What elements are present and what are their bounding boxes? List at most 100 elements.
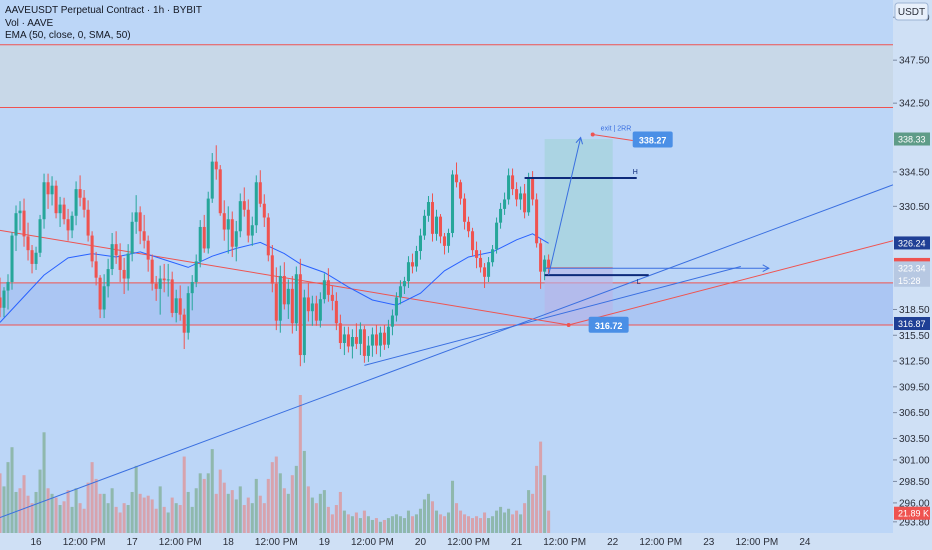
volume-bar	[98, 493, 102, 533]
volume-bar	[426, 493, 431, 533]
volume-bar	[166, 512, 170, 533]
currency-button[interactable]: USDT	[894, 2, 929, 21]
candle-body	[122, 269, 126, 279]
volume-bar	[374, 518, 378, 533]
candle-body	[398, 286, 402, 298]
candle-body	[154, 283, 158, 289]
volume-bar	[242, 505, 246, 533]
candle-body	[302, 297, 306, 356]
volume-bar	[214, 493, 218, 533]
candle-body	[334, 300, 338, 324]
candle-body	[531, 177, 535, 200]
x-tick-label: 21	[511, 537, 523, 548]
volume-bar	[475, 516, 479, 533]
volume-bar	[278, 473, 282, 533]
supply-zone	[0, 44, 893, 108]
volume-bar	[302, 450, 306, 533]
candle-body	[238, 201, 242, 232]
candle-body	[394, 297, 398, 316]
x-tick-label: 24	[799, 537, 811, 548]
candle-body	[410, 262, 414, 267]
volume-bar	[154, 508, 158, 533]
volume-bar	[487, 518, 491, 533]
currency-button-label: USDT	[898, 7, 925, 18]
candle-body	[98, 277, 102, 310]
candle-body	[174, 298, 178, 313]
volume-bar	[150, 499, 154, 533]
candle-body	[214, 161, 218, 170]
candle-body	[186, 293, 190, 333]
x-tick-label: 12:00 PM	[447, 537, 490, 548]
volume-indicator-label: Vol · AAVE	[5, 18, 54, 29]
volume-bar	[422, 499, 426, 533]
volume-bar	[134, 465, 138, 533]
candle-body	[258, 182, 262, 204]
volume-bar	[254, 478, 258, 533]
candle-body	[226, 219, 230, 230]
volume-bar	[86, 482, 90, 533]
rising-short-trendline	[364, 266, 741, 366]
volume-bar	[0, 473, 2, 533]
level-high-label: H	[633, 169, 638, 176]
volume-bar	[6, 462, 10, 533]
volume-bar	[386, 518, 390, 533]
x-tick-label: 12:00 PM	[735, 537, 778, 548]
volume-bar	[370, 519, 374, 533]
x-tick-label: 19	[319, 537, 331, 548]
volume-bar	[110, 488, 114, 533]
horizontal-arrow-head	[762, 264, 770, 273]
volume-bar	[507, 508, 511, 533]
candle-body	[479, 257, 483, 268]
candle-body	[210, 161, 214, 199]
volume-bar	[290, 475, 294, 533]
candle-body	[487, 262, 491, 277]
volume-bar	[250, 503, 254, 533]
volume-bar	[334, 505, 338, 533]
candle-body	[438, 216, 443, 237]
candle-body	[54, 185, 58, 214]
ema-indicator-label: EMA (50, close, 0, SMA, 50)	[5, 30, 131, 41]
price-tag	[894, 273, 930, 287]
candle-body	[2, 290, 6, 308]
level-low-label: L	[637, 279, 641, 286]
volume-bar	[306, 486, 310, 533]
candle-body	[282, 275, 286, 305]
volume-bar	[10, 447, 14, 533]
volume-bar	[26, 495, 30, 533]
candle-body	[150, 259, 154, 284]
candle-body	[114, 244, 118, 256]
volume-bar	[414, 514, 418, 533]
volume-bar	[46, 488, 50, 533]
candle-body	[42, 182, 46, 220]
volume-bar	[531, 493, 535, 533]
chart-title: AAVEUSDT Perpetual Contract · 1h · BYBIT	[5, 5, 202, 16]
candle-body	[547, 259, 551, 269]
candle-body	[46, 182, 50, 195]
price-tag-text: 326.24	[898, 238, 926, 248]
price-tag-text: 21.89 K	[898, 509, 929, 519]
volume-bar	[314, 503, 318, 533]
volume-bar	[547, 510, 551, 533]
volume-bar	[230, 490, 234, 533]
volume-bar	[162, 506, 166, 533]
volume-bar	[342, 510, 346, 533]
volume-bar	[378, 521, 382, 533]
volume-bar	[511, 514, 515, 533]
candle-body	[346, 334, 350, 347]
candle-body	[266, 217, 270, 256]
candle-body	[370, 334, 374, 346]
candle-body	[499, 208, 503, 223]
candle-body	[535, 199, 539, 244]
volume-bar	[190, 506, 194, 533]
rising-long-trendline	[0, 184, 894, 518]
candle-body	[38, 219, 42, 253]
volume-bar	[50, 493, 54, 533]
volume-bar	[458, 510, 463, 533]
candle-body	[182, 314, 186, 333]
volume-bar	[210, 449, 214, 533]
candle-body	[170, 279, 174, 313]
candle-body	[262, 203, 266, 218]
volume-bar	[262, 503, 266, 533]
